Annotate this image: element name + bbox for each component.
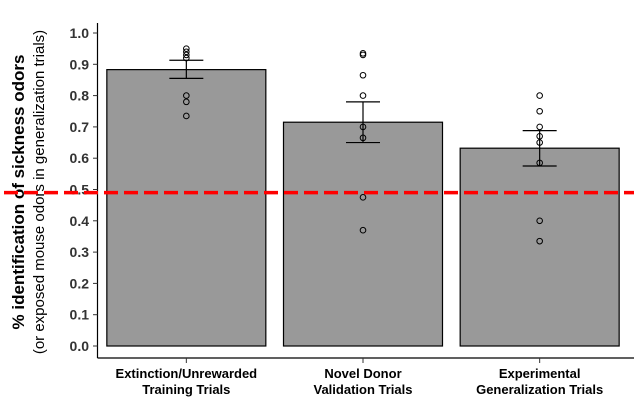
bar (106, 69, 267, 347)
y-tick-label: 1.0 (70, 25, 90, 41)
data-point (359, 194, 367, 201)
data-point (359, 71, 367, 79)
y-axis: 0.0 0.1 0.2 0.3 0.4 0.5 0.6 0.7 0.8 0.9 1.0 (70, 23, 99, 358)
y-tick-label: 0.1 (70, 307, 90, 323)
data-point (183, 54, 190, 62)
y-axis-title: % identification of sickness odors (9, 55, 28, 330)
data-point (183, 92, 190, 99)
data-point (536, 237, 543, 245)
data-point (359, 92, 367, 99)
data-point (536, 132, 543, 140)
y-tick-label: 0.0 (70, 338, 90, 354)
data-point (183, 51, 190, 59)
data-point (183, 48, 190, 56)
error-bars (169, 59, 557, 167)
bar (459, 147, 620, 347)
data-point (359, 123, 367, 131)
data-point (536, 217, 543, 225)
bars (106, 69, 620, 347)
y-tick-label: 0.6 (70, 150, 90, 166)
y-tick-label: 0.8 (70, 88, 90, 104)
data-point (359, 51, 367, 59)
y-tick-label: 0.4 (70, 213, 90, 229)
data-points (183, 45, 543, 245)
data-point (359, 226, 367, 234)
data-point (183, 112, 190, 120)
y-tick-label: 0.2 (70, 275, 90, 291)
bar (282, 121, 444, 347)
x-category-label: Training Trials (142, 382, 230, 397)
x-category-label: Extinction/Unrewarded (116, 366, 258, 381)
y-tick-label: 0.5 (70, 182, 90, 198)
data-point (183, 45, 190, 52)
y-tick-label: 0.7 (70, 119, 90, 135)
data-point (183, 98, 190, 106)
data-point (536, 139, 543, 146)
x-category-label: Novel Donor (324, 366, 401, 381)
data-point (536, 159, 543, 167)
data-point (536, 123, 543, 131)
y-axis-label: % identification of sickness odors (or e… (9, 30, 48, 354)
x-category-label: Validation Trials (314, 382, 413, 397)
y-axis-subtitle: (or exposed mouse odors in generalizatio… (31, 30, 48, 354)
y-tick-label: 0.9 (70, 56, 90, 72)
x-category-label: Generalization Trials (476, 382, 603, 397)
data-point (359, 134, 367, 142)
x-category-label: Experimental (499, 366, 581, 381)
data-point (536, 107, 543, 115)
y-tick-label: 0.3 (70, 244, 90, 260)
data-point (536, 92, 543, 99)
